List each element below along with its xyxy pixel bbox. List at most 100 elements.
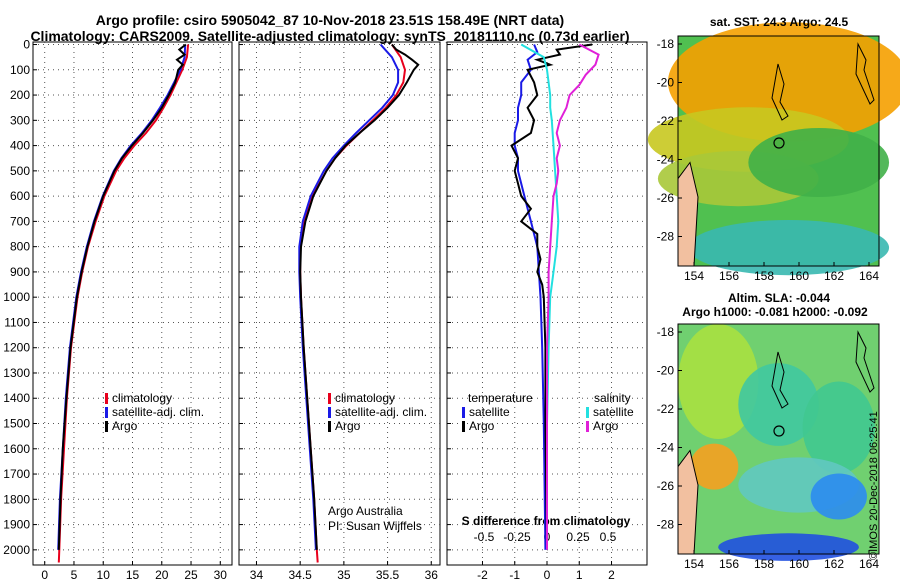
map-x-tick-label: 154 <box>684 269 704 283</box>
credit-line1: Argo Australia <box>328 504 403 518</box>
salinity-legend-label: Argo <box>335 419 361 433</box>
sla-map-subtitle: Argo h1000: -0.081 h2000: -0.092 <box>682 305 868 319</box>
x-tick-label: -1 <box>509 568 520 580</box>
map-x-tick-label: 158 <box>754 557 774 571</box>
plot-frame <box>238 41 441 566</box>
diff-legend-swatch <box>586 407 589 418</box>
map-x-tick-label: 156 <box>719 269 739 283</box>
reef-outline <box>771 351 789 409</box>
y-tick-label: 1000 <box>3 290 30 304</box>
temperature-legend-label: climatology <box>112 391 172 405</box>
x-tick-label: 34 <box>250 568 264 580</box>
map-x-tick-label: 162 <box>824 269 844 283</box>
x-tick-label: 35 <box>337 568 351 580</box>
y-tick-label: 1600 <box>3 442 30 456</box>
diff-legend-label: satellite <box>593 405 634 419</box>
sst-map-title: sat. SST: 24.3 Argo: 24.5 <box>710 15 849 29</box>
series-line-climatology <box>299 43 407 563</box>
map-x-tick-label: 156 <box>719 557 739 571</box>
chart-title-line1: Argo profile: csiro 5905042_87 10-Nov-20… <box>95 12 565 28</box>
chart-title-line2: Climatology: CARS2009. Satellite-adjuste… <box>30 28 630 44</box>
map-x-tick-label: 154 <box>684 557 704 571</box>
x-tick-label: 2 <box>608 568 615 580</box>
x-tick-label: 36 <box>425 568 439 580</box>
s-tick-label: 0.25 <box>566 530 590 544</box>
series-line-climatology <box>57 44 190 563</box>
map-field-patch <box>688 220 890 276</box>
series-line-argo <box>299 43 420 550</box>
s-tick-label: -0.5 <box>474 530 495 544</box>
map-x-tick-label: 158 <box>754 269 774 283</box>
imos-timestamp: ©IMOS 20-Dec-2018 06:25:41 <box>868 411 880 560</box>
s-tick-label: -0.25 <box>503 530 531 544</box>
y-tick-label: 1200 <box>3 341 30 355</box>
y-tick-label: 0 <box>23 38 30 52</box>
map-y-tick-label: -22 <box>657 114 675 128</box>
map-y-tick-label: -24 <box>657 441 675 455</box>
map-x-tick-label: 164 <box>859 557 879 571</box>
x-tick-label: 35.5 <box>376 568 400 580</box>
x-tick-label: 20 <box>155 568 169 580</box>
temperature-legend-swatch <box>105 421 108 432</box>
y-tick-label: 1100 <box>4 315 30 329</box>
y-tick-label: 1500 <box>3 417 30 431</box>
temperature-legend-label: Argo <box>112 419 138 433</box>
temperature-legend-swatch <box>105 393 108 404</box>
y-tick-label: 500 <box>10 164 30 178</box>
diff-legend-title-temperature: temperature <box>468 391 533 405</box>
diff-legend-swatch <box>586 421 589 432</box>
map-field-patch <box>810 473 867 520</box>
x-tick-label: -2 <box>477 568 488 580</box>
credit-line2: PI: Susan Wijffels <box>328 519 422 533</box>
map-y-tick-label: -18 <box>657 325 675 339</box>
map-x-tick-label: 162 <box>824 557 844 571</box>
series-line-t-satellite <box>513 44 547 550</box>
map-frame <box>677 323 880 555</box>
sla-map <box>677 323 880 561</box>
series-line-argo <box>57 43 187 550</box>
map-y-tick-label: -22 <box>657 402 675 416</box>
map-field-patch <box>690 443 739 490</box>
diff-legend-swatch <box>462 421 465 432</box>
salinity-legend-swatch <box>328 393 331 404</box>
map-y-tick-label: -24 <box>657 153 675 167</box>
salinity-legend-swatch <box>328 421 331 432</box>
map-x-tick-label: 160 <box>789 557 809 571</box>
salinity-legend-label: climatology <box>335 391 395 405</box>
map-x-tick-label: 164 <box>859 269 879 283</box>
reef-outline <box>771 63 789 121</box>
map-y-tick-label: -18 <box>657 37 675 51</box>
y-tick-label: 300 <box>10 113 30 127</box>
map-field-patch <box>748 128 890 197</box>
series-line-t-argo <box>510 43 593 550</box>
temperature-legend-label: satellite-adj. clim. <box>112 405 204 419</box>
map-field-patch <box>738 363 819 446</box>
y-tick-label: 700 <box>10 214 30 228</box>
diff-legend-title-salinity: salinity <box>594 391 631 405</box>
x-tick-label: 1 <box>576 568 583 580</box>
y-tick-label: 900 <box>10 265 30 279</box>
s-tick-label: 0.5 <box>600 530 617 544</box>
y-tick-label: 100 <box>10 63 30 77</box>
y-tick-label: 1900 <box>3 518 30 532</box>
map-y-tick-label: -28 <box>657 230 675 244</box>
salinity-legend-label: satellite-adj. clim. <box>335 405 427 419</box>
salinity-legend-swatch <box>328 407 331 418</box>
series-line-s-satellite <box>520 43 560 550</box>
y-tick-label: 400 <box>10 139 30 153</box>
map-field-patch <box>802 381 875 474</box>
reef-outline <box>855 42 875 105</box>
map-y-tick-label: -20 <box>657 76 675 90</box>
x-tick-label: 25 <box>184 568 198 580</box>
map-x-tick-label: 160 <box>789 269 809 283</box>
reef-outline <box>855 330 875 393</box>
y-tick-label: 200 <box>10 88 30 102</box>
diff-legend-label: Argo <box>593 419 619 433</box>
diff-legend-label: satellite <box>469 405 510 419</box>
x-tick-label: 0 <box>41 568 48 580</box>
x-tick-label: 5 <box>71 568 78 580</box>
x-tick-label: 0 <box>544 568 551 580</box>
map-y-tick-label: -20 <box>657 364 675 378</box>
diff-legend-label: Argo <box>469 419 495 433</box>
